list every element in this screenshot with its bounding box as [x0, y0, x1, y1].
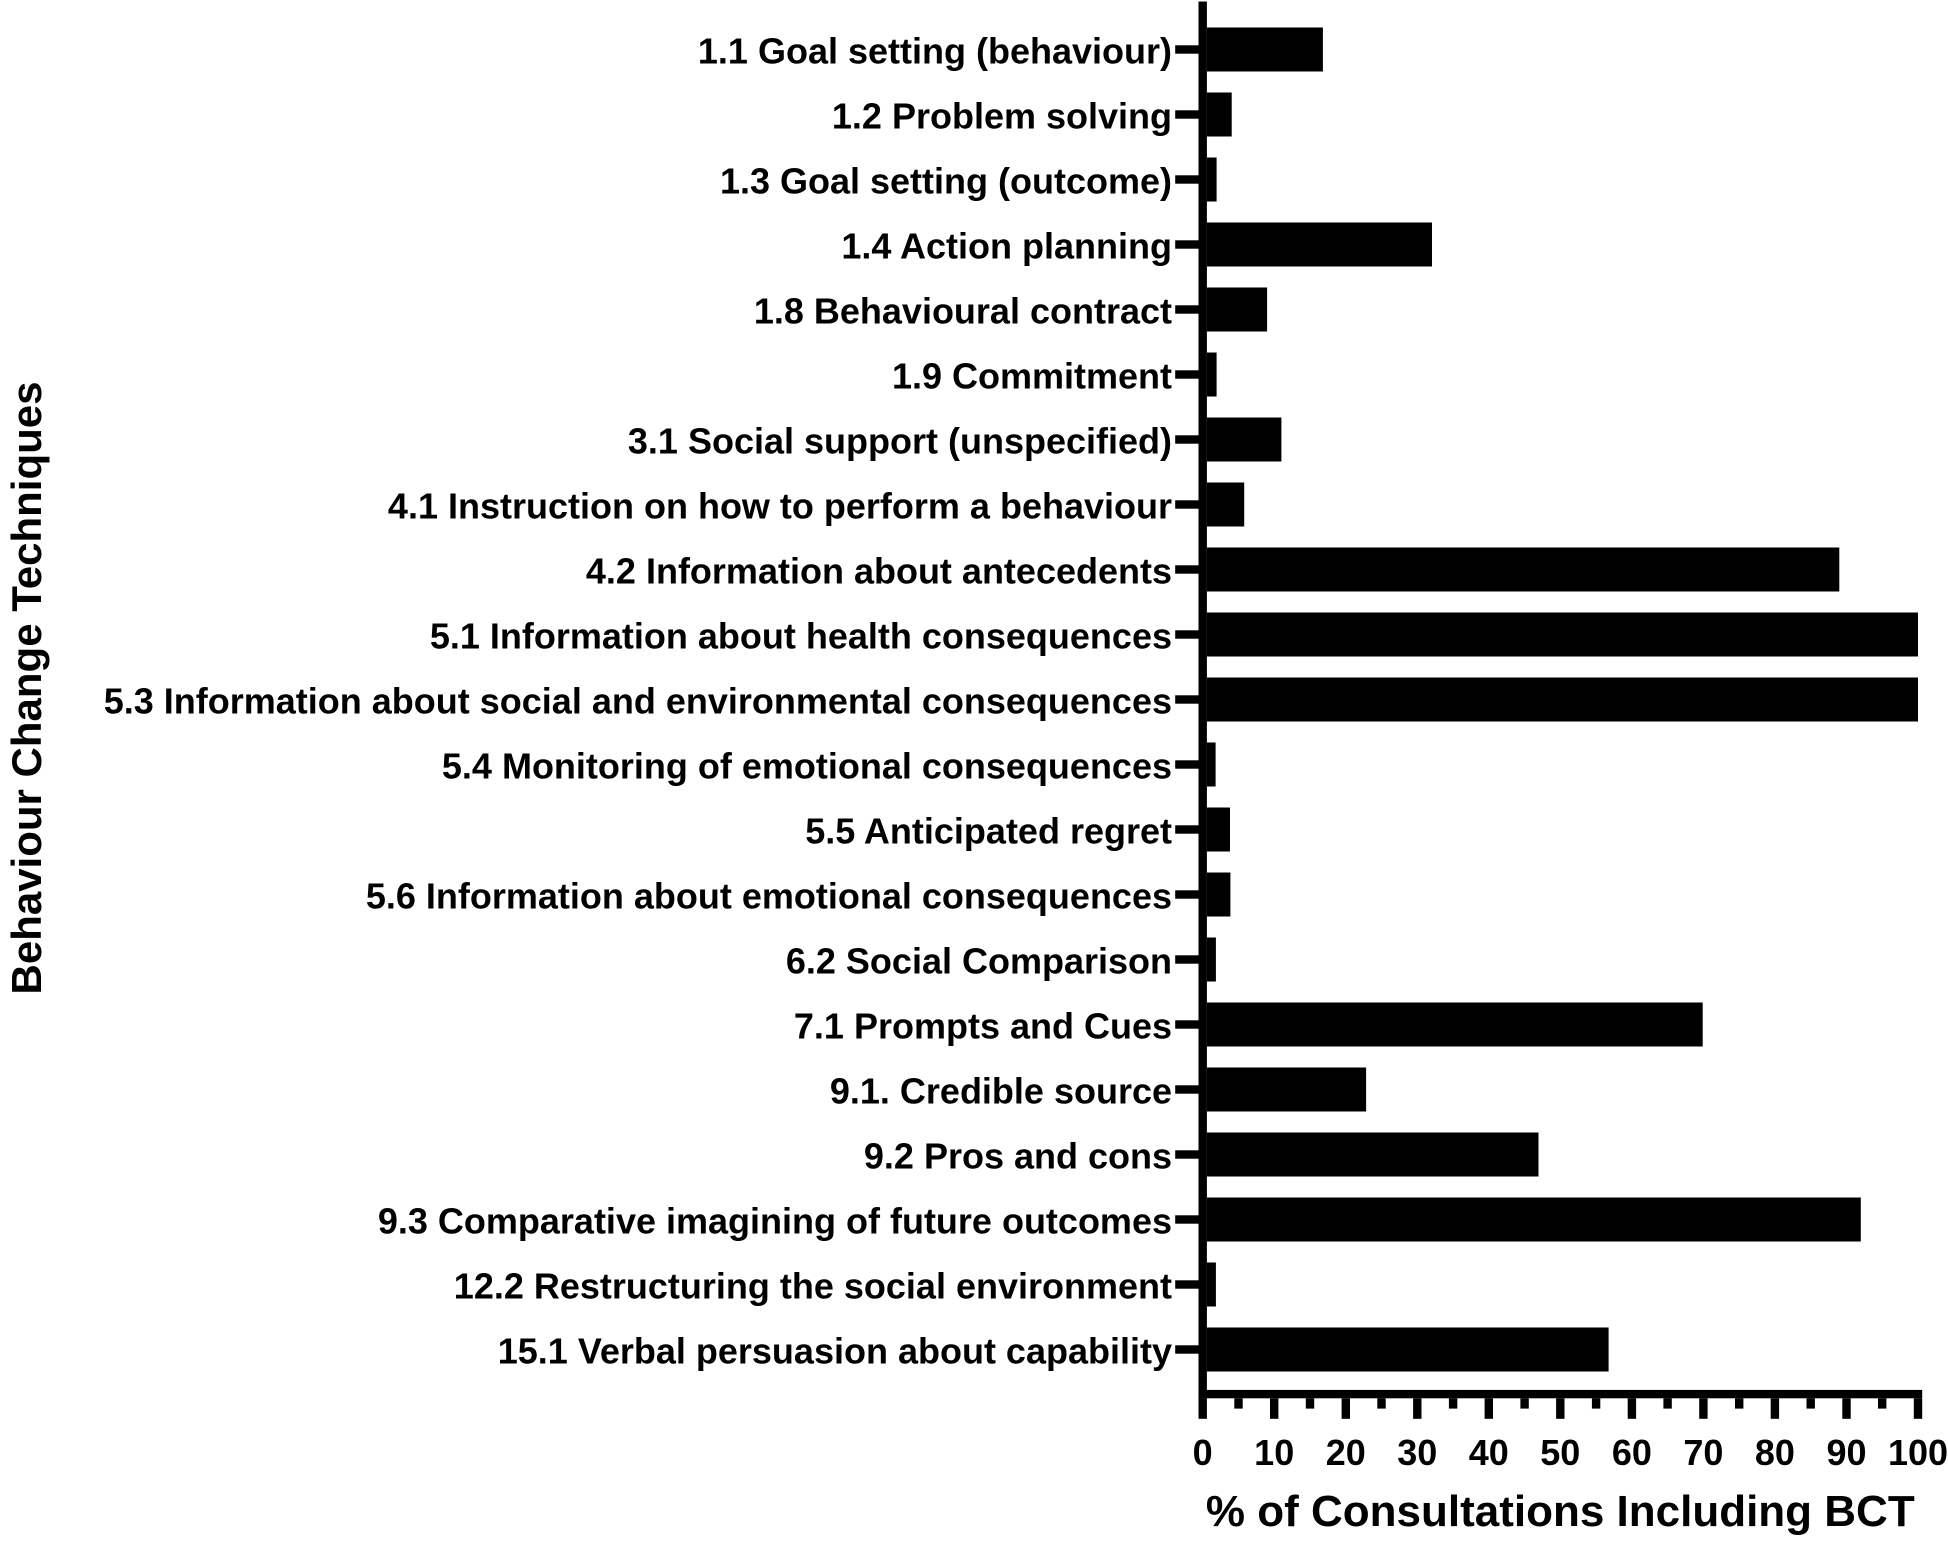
svg-text:6.2 Social Comparison: 6.2 Social Comparison	[786, 941, 1172, 982]
svg-text:3.1 Social support (unspecifie: 3.1 Social support (unspecified)	[628, 421, 1172, 462]
svg-text:1.1 Goal setting (behaviour): 1.1 Goal setting (behaviour)	[698, 31, 1172, 72]
svg-text:Behaviour Change Techniques: Behaviour Change Techniques	[3, 382, 50, 995]
svg-text:10: 10	[1254, 1432, 1294, 1473]
svg-text:4.2 Information about antecede: 4.2 Information about antecedents	[586, 551, 1172, 592]
svg-text:7.1 Prompts and Cues: 7.1 Prompts and Cues	[794, 1006, 1172, 1047]
svg-text:0: 0	[1193, 1432, 1213, 1473]
svg-text:40: 40	[1469, 1432, 1509, 1473]
svg-text:20: 20	[1326, 1432, 1366, 1473]
svg-text:5.4 Monitoring of emotional co: 5.4 Monitoring of emotional consequences	[442, 746, 1172, 787]
svg-text:5.6 Information about emotiona: 5.6 Information about emotional conseque…	[366, 876, 1172, 917]
svg-text:9.2 Pros and cons: 9.2 Pros and cons	[864, 1136, 1172, 1177]
svg-text:1.2 Problem solving: 1.2 Problem solving	[832, 96, 1172, 137]
svg-text:1.9 Commitment: 1.9 Commitment	[892, 356, 1172, 397]
svg-text:1.3 Goal setting (outcome): 1.3 Goal setting (outcome)	[720, 161, 1172, 202]
svg-text:70: 70	[1683, 1432, 1723, 1473]
svg-text:% of Consultations Including B: % of Consultations Including BCT	[1206, 1487, 1915, 1536]
svg-text:90: 90	[1826, 1432, 1866, 1473]
svg-text:4.1 Instruction on how to perf: 4.1 Instruction on how to perform a beha…	[388, 486, 1172, 527]
svg-text:1.8 Behavioural contract: 1.8 Behavioural contract	[754, 291, 1172, 332]
svg-text:30: 30	[1397, 1432, 1437, 1473]
svg-text:9.3 Comparative imagining of f: 9.3 Comparative imagining of future outc…	[378, 1201, 1172, 1242]
svg-text:1.4 Action planning: 1.4 Action planning	[841, 226, 1172, 267]
svg-text:50: 50	[1540, 1432, 1580, 1473]
svg-text:5.3 Information about social a: 5.3 Information about social and environ…	[104, 681, 1172, 722]
svg-text:60: 60	[1612, 1432, 1652, 1473]
svg-text:15.1 Verbal persuasion about c: 15.1 Verbal persuasion about capability	[498, 1331, 1172, 1372]
svg-text:100: 100	[1888, 1432, 1948, 1473]
svg-text:9.1. Credible source: 9.1. Credible source	[830, 1071, 1172, 1112]
svg-text:80: 80	[1755, 1432, 1795, 1473]
svg-text:12.2 Restructuring the social: 12.2 Restructuring the social environmen…	[454, 1266, 1172, 1307]
svg-text:5.5 Anticipated regret: 5.5 Anticipated regret	[805, 811, 1172, 852]
svg-text:5.1 Information about health c: 5.1 Information about health consequence…	[430, 616, 1172, 657]
